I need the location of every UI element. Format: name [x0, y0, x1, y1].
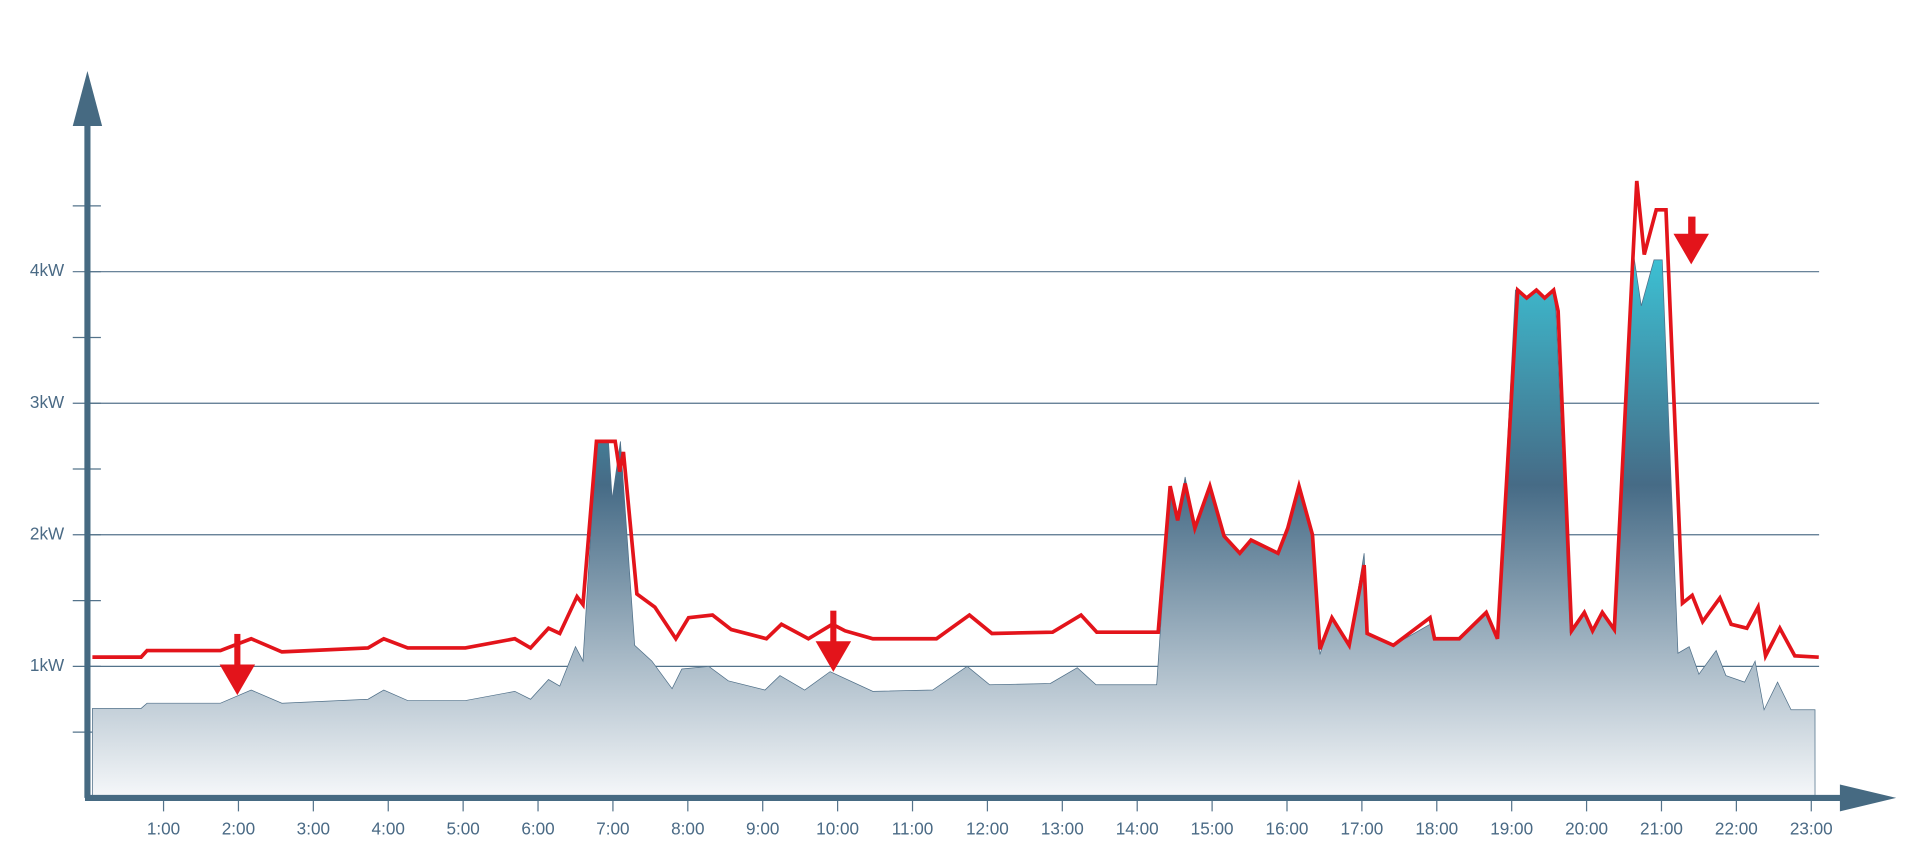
- y-tick-label: 3kW: [30, 392, 65, 412]
- x-tick-label: 13:00: [1041, 818, 1084, 838]
- x-tick-label: 17:00: [1340, 818, 1383, 838]
- x-tick-label: 2:00: [222, 818, 255, 838]
- down-arrow: [815, 610, 852, 672]
- x-axis-arrow: [1839, 784, 1897, 812]
- x-tick-label: 7:00: [596, 818, 629, 838]
- line: [92, 180, 1819, 662]
- arrow-shaft: [1688, 216, 1696, 237]
- y-tick-label: 1kW: [30, 655, 65, 675]
- arrow-head: [815, 641, 852, 672]
- annotations: [219, 216, 1709, 696]
- x-tick-label: 10:00: [816, 818, 859, 838]
- down-arrow: [1673, 216, 1709, 265]
- x-tick-label: 18:00: [1415, 818, 1458, 838]
- x-tick-label: 5:00: [446, 818, 479, 838]
- y-tick-label: 2kW: [30, 523, 65, 543]
- x-tick-label: 3:00: [297, 818, 330, 838]
- x-tick-label: 16:00: [1266, 818, 1309, 838]
- y-axis-arrow: [72, 70, 103, 127]
- arrow-shaft: [830, 610, 837, 643]
- x-tick-label: 1:00: [147, 818, 180, 838]
- x-tick-label: 12:00: [966, 818, 1009, 838]
- x-tick-label: 20:00: [1565, 818, 1608, 838]
- x-tick-label: 8:00: [671, 818, 704, 838]
- x-tick-label: 14:00: [1116, 818, 1159, 838]
- x-tick-label: 22:00: [1715, 818, 1758, 838]
- arrow-shaft: [234, 633, 241, 666]
- x-tick-label: 19:00: [1490, 818, 1533, 838]
- y-tick-label: 4kW: [30, 260, 65, 280]
- x-tick-label: 15:00: [1191, 818, 1234, 838]
- area: [92, 250, 1816, 799]
- x-tick-label: 6:00: [521, 818, 554, 838]
- plot-area: [92, 180, 1819, 799]
- x-tick-label: 23:00: [1790, 818, 1833, 838]
- x-tick-label: 9:00: [746, 818, 779, 838]
- arrow-head: [1673, 233, 1709, 265]
- arrow-head: [219, 664, 256, 696]
- x-tick-label: 11:00: [892, 818, 934, 838]
- down-arrow: [219, 633, 256, 696]
- axes: [72, 70, 1897, 812]
- x-tick-label: 21:00: [1640, 818, 1683, 838]
- x-tick-label: 4:00: [372, 818, 405, 838]
